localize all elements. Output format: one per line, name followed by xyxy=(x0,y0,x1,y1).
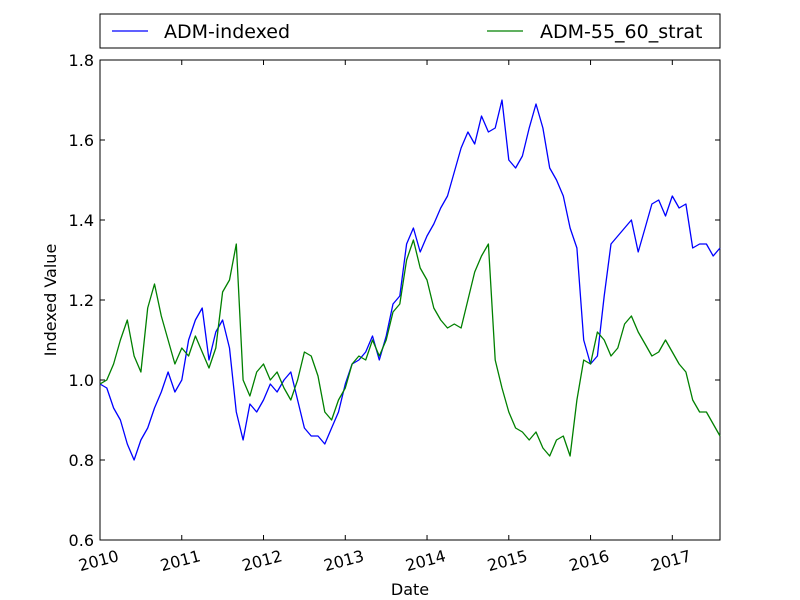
x-tick-label: 2013 xyxy=(322,546,366,575)
x-tick-label: 2016 xyxy=(567,546,611,575)
y-tick-label: 1.4 xyxy=(69,211,94,230)
legend: ADM-indexed ADM-55_60_strat xyxy=(99,13,721,49)
y-tick-label: 1.6 xyxy=(69,131,94,150)
series-layer xyxy=(99,99,721,461)
y-tick-label: 1.8 xyxy=(69,51,94,70)
y-tick-label: 1.2 xyxy=(69,291,94,310)
y-axis-title: Indexed Value xyxy=(41,244,60,357)
x-tick-label: 2010 xyxy=(76,546,120,575)
y-tick-label: 1.0 xyxy=(69,371,94,390)
legend-box xyxy=(99,13,721,49)
y-axis: 0.6 0.8 1.0 1.2 1.4 1.6 1.8 xyxy=(69,51,720,550)
x-tick-label: 2012 xyxy=(240,546,284,575)
x-tick-label: 2017 xyxy=(649,546,693,575)
series-line-adm-indexed xyxy=(99,99,721,461)
x-axis-title: Date xyxy=(391,580,429,599)
legend-label-adm-strat: ADM-55_60_strat xyxy=(540,21,702,43)
y-tick-label: 0.8 xyxy=(69,451,94,470)
x-tick-label: 2011 xyxy=(158,546,202,575)
plot-area xyxy=(99,59,721,541)
legend-label-adm-indexed: ADM-indexed xyxy=(164,21,290,43)
x-tick-label: 2014 xyxy=(403,546,447,575)
y-tick-label: 0.6 xyxy=(69,531,94,550)
x-tick-label: 2015 xyxy=(485,546,529,575)
series-line-adm-55-60-strat xyxy=(99,239,721,457)
